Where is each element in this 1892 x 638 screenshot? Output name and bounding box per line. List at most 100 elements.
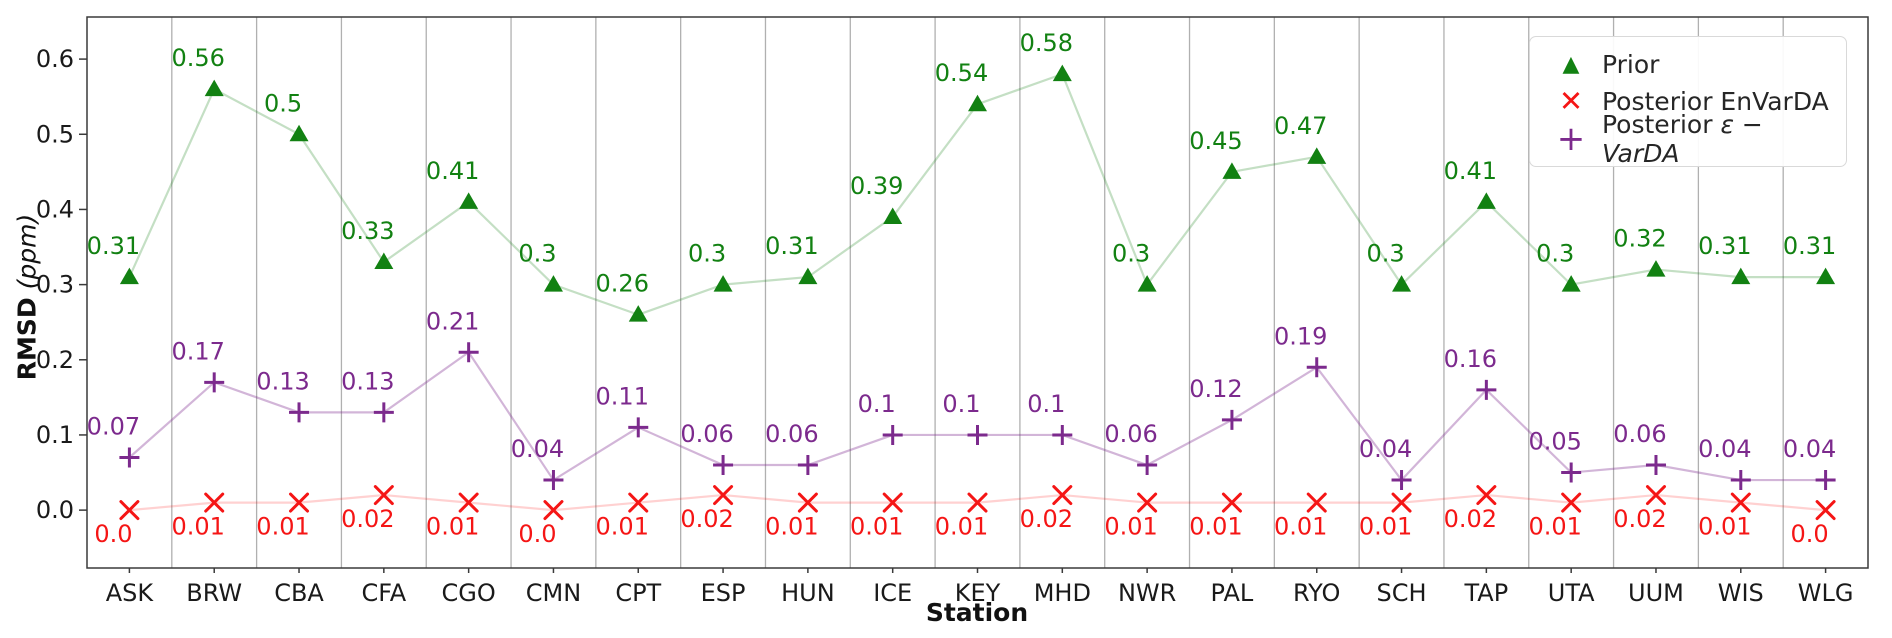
y-axis-title: RMSD (ppm) — [13, 214, 42, 380]
x-marker — [289, 492, 310, 513]
triangle-marker — [119, 267, 139, 285]
data-label: 0.1 — [1027, 390, 1065, 418]
y-tick-label: 0.4 — [36, 195, 74, 223]
data-label: 0.02 — [1613, 505, 1666, 533]
triangle-marker — [1222, 162, 1242, 179]
x-marker — [543, 500, 564, 521]
x-marker — [1476, 485, 1497, 506]
triangle-marker — [1476, 192, 1496, 209]
data-label: 0.04 — [511, 435, 564, 463]
x-marker — [1221, 492, 1242, 513]
triangle-marker — [204, 79, 224, 97]
plus-marker — [1476, 379, 1497, 400]
legend-item-envarda: ✕ Posterior EnVarDA — [1540, 83, 1846, 120]
data-label: 0.58 — [1020, 29, 1073, 57]
data-label: 0.21 — [426, 307, 479, 335]
x-marker — [458, 492, 479, 513]
data-label: 0.02 — [1020, 505, 1073, 533]
data-label: 0.13 — [341, 367, 394, 395]
triangle-marker — [1731, 267, 1751, 285]
data-label: 0.04 — [1359, 435, 1412, 463]
plus-marker — [1391, 470, 1412, 491]
legend-item-evarda: + Posterior ε − VarDA — [1540, 110, 1846, 168]
x-marker — [1137, 492, 1158, 513]
x-tick-label: WIS — [1718, 579, 1764, 607]
data-label: 0.04 — [1783, 435, 1836, 463]
data-label: 0.31 — [765, 232, 818, 260]
data-label: 0.01 — [765, 513, 818, 541]
y-tick-label: 0.1 — [36, 421, 74, 449]
data-label: 0.01 — [935, 513, 988, 541]
legend-label-prior: Prior — [1602, 50, 1660, 79]
plus-marker — [1306, 357, 1327, 378]
triangle-marker — [713, 275, 733, 292]
y-tick-label: 0.0 — [36, 496, 74, 524]
y-tick-label: 0.2 — [36, 346, 74, 374]
data-label: 0.17 — [171, 337, 224, 365]
data-label: 0.3 — [1112, 240, 1150, 268]
y-axis-title-main: RMSD — [12, 297, 42, 381]
data-label: 0.3 — [518, 240, 556, 268]
x-marker — [1052, 485, 1073, 506]
y-axis: 0.0 0.1 0.2 0.3 0.4 0.5 0.6 — [36, 45, 87, 524]
data-label: 0.07 — [87, 412, 140, 440]
data-label: 0.04 — [1698, 435, 1751, 463]
triangle-marker — [459, 192, 479, 209]
data-label: 0.01 — [1274, 513, 1327, 541]
plus-marker — [1730, 470, 1751, 491]
triangle-marker — [1392, 275, 1412, 292]
x-marker — [119, 500, 140, 521]
x-marker — [797, 492, 818, 513]
data-label: 0.56 — [171, 44, 224, 72]
data-label: 0.06 — [680, 420, 733, 448]
x-tick-label: CBA — [274, 579, 324, 607]
triangle-marker — [1816, 267, 1836, 285]
x-tick-label: UUM — [1628, 579, 1684, 607]
x-axis-title: Station — [925, 598, 1029, 627]
plus-marker — [1815, 470, 1836, 491]
data-label: 0.31 — [1783, 232, 1836, 260]
data-label: 0.0 — [1791, 520, 1829, 548]
series-triangle: 0.31 0.56 0.5 0.33 0.41 0.3 0.26 0.3 0.31 0.39 0.5… — [87, 29, 1836, 322]
data-label: 0.0 — [94, 520, 132, 548]
plus-marker — [1052, 424, 1073, 445]
data-label: 0.13 — [256, 367, 309, 395]
x-tick-label: ESP — [701, 579, 746, 607]
y-tick-label: 0.3 — [36, 271, 74, 299]
data-label: 0.41 — [1444, 157, 1497, 185]
data-label: 0.54 — [935, 59, 988, 87]
plus-marker — [373, 402, 394, 423]
triangle-marker — [1307, 147, 1327, 164]
x-axis: ASK BRW CBA CFA CGO CMN CPT ESP HUN ICE KEY MHD NWR P… — [106, 568, 1853, 607]
x-tick-label: PAL — [1211, 579, 1254, 607]
data-label: 0.01 — [596, 513, 649, 541]
data-label: 0.41 — [426, 157, 479, 185]
x-tick-label: RYO — [1293, 579, 1340, 607]
x-tick-label: BRW — [186, 579, 242, 607]
data-label: 0.39 — [850, 172, 903, 200]
plus-marker — [289, 402, 310, 423]
triangle-icon: ▲ — [1562, 51, 1580, 77]
plus-marker — [1137, 455, 1158, 476]
data-label: 0.3 — [688, 240, 726, 268]
plus-icon: + — [1556, 118, 1586, 159]
triangle-marker — [543, 275, 563, 292]
data-label: 0.01 — [426, 513, 479, 541]
x-tick-label: HUN — [781, 579, 835, 607]
data-label: 0.06 — [1613, 420, 1666, 448]
gridlines — [171, 17, 1784, 568]
data-label: 0.5 — [264, 89, 302, 117]
triangle-marker — [374, 252, 394, 270]
plus-marker — [967, 424, 988, 445]
triangle-marker — [289, 124, 309, 142]
x-tick-label: CPT — [615, 579, 661, 607]
data-label: 0.01 — [1189, 513, 1242, 541]
data-label: 0.47 — [1274, 112, 1327, 140]
plus-marker — [882, 424, 903, 445]
x-marker — [1391, 492, 1412, 513]
series-x: 0.0 0.01 0.01 0.02 0.01 0.0 0.01 0.02 0.01 0.01 0.… — [94, 485, 1836, 548]
x-tick-label: NWR — [1118, 579, 1176, 607]
data-label: 0.01 — [1528, 513, 1581, 541]
data-label: 0.01 — [850, 513, 903, 541]
